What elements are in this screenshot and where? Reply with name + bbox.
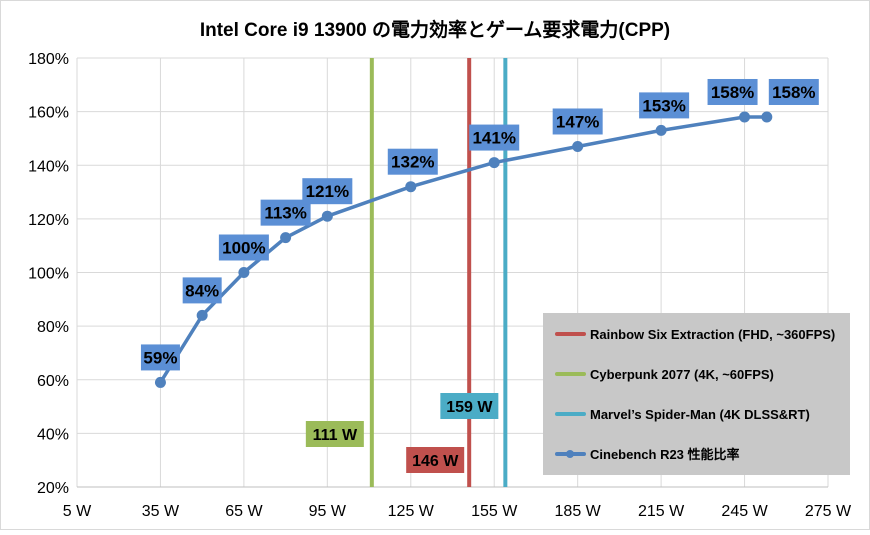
- y-tick-label: 180%: [28, 51, 69, 68]
- y-tick-label: 40%: [37, 426, 69, 443]
- data-label-box: [302, 178, 353, 205]
- data-label: 158%: [711, 83, 754, 102]
- data-point: [321, 210, 333, 222]
- data-point: [739, 111, 751, 123]
- data-label: 100%: [222, 239, 265, 258]
- y-tick-label: 100%: [28, 266, 69, 283]
- x-tick-label: 275 W: [805, 503, 852, 520]
- data-label: 59%: [143, 348, 177, 367]
- reference-label-box: [440, 393, 499, 419]
- x-tick-label: 95 W: [309, 503, 347, 520]
- data-label-box: [140, 344, 180, 371]
- y-tick-label: 20%: [37, 480, 69, 497]
- data-label: 147%: [556, 112, 599, 131]
- reference-label-box: [406, 447, 465, 473]
- chart-title: Intel Core i9 13900 の電力効率とゲーム要求電力(CPP): [200, 18, 670, 41]
- legend-box: [543, 313, 850, 475]
- legend-entry: Marvel’s Spider-Man (4K DLSS&RT): [590, 407, 810, 422]
- x-tick-label: 35 W: [142, 503, 180, 520]
- data-label-box: [260, 199, 311, 226]
- x-tick-label: 5 W: [63, 503, 92, 520]
- axis-ticks: 20% 40% 60% 80% 100% 120% 140% 160% 180% 5 W 35 W 6…: [28, 51, 852, 520]
- reference-label: 111 W: [313, 427, 358, 444]
- legend-entry: Cinebench R23 性能比率: [590, 447, 740, 462]
- data-label-box: [469, 124, 520, 151]
- y-tick-label: 80%: [37, 319, 69, 336]
- legend-marker: [566, 450, 574, 458]
- data-label-box: [218, 234, 269, 261]
- y-tick-label: 160%: [28, 105, 69, 122]
- data-label-box: [707, 78, 758, 105]
- data-label: 153%: [642, 96, 685, 115]
- data-label-box: [552, 108, 603, 135]
- reference-label: 146 W: [412, 453, 459, 470]
- x-tick-label: 155 W: [471, 503, 518, 520]
- data-point: [196, 309, 208, 321]
- data-point: [655, 124, 667, 136]
- data-point: [488, 157, 500, 169]
- y-tick-label: 140%: [28, 158, 69, 175]
- data-label-box: [639, 92, 690, 119]
- data-point: [405, 181, 417, 193]
- x-tick-label: 245 W: [721, 503, 768, 520]
- legend-entry: Cyberpunk 2077 (4K, ~60FPS): [590, 367, 774, 382]
- data-label: 158%: [772, 83, 815, 102]
- data-label: 84%: [185, 281, 219, 300]
- x-tick-label: 215 W: [638, 503, 685, 520]
- y-tick-label: 120%: [28, 212, 69, 229]
- series: 59% 84% 100% 113% 121% 132% 141% 147% 153% 158% 15…: [140, 78, 819, 388]
- data-label-box: [768, 78, 819, 105]
- data-label: 113%: [264, 204, 307, 223]
- y-tick-label: 60%: [37, 373, 69, 390]
- x-tick-label: 185 W: [555, 503, 602, 520]
- data-label: 141%: [472, 129, 515, 148]
- reference-label: 159 W: [446, 399, 493, 416]
- legend-entry: Rainbow Six Extraction (FHD, ~360FPS): [590, 327, 835, 342]
- data-point: [572, 140, 584, 152]
- x-tick-label: 65 W: [225, 503, 263, 520]
- data-point: [761, 111, 773, 123]
- data-point: [154, 376, 166, 388]
- data-label-box: [387, 148, 438, 175]
- data-point: [238, 267, 250, 278]
- data-label: 121%: [306, 182, 349, 201]
- data-label: 132%: [391, 153, 434, 172]
- data-point: [280, 232, 292, 244]
- reference-label-box: [305, 421, 364, 447]
- reference-lines: 146 W 111 W 159 W: [305, 58, 508, 487]
- x-tick-label: 125 W: [388, 503, 435, 520]
- data-label-box: [182, 277, 222, 304]
- grid: [76, 57, 829, 488]
- legend: Rainbow Six Extraction (FHD, ~360FPS) Cyb…: [543, 313, 850, 475]
